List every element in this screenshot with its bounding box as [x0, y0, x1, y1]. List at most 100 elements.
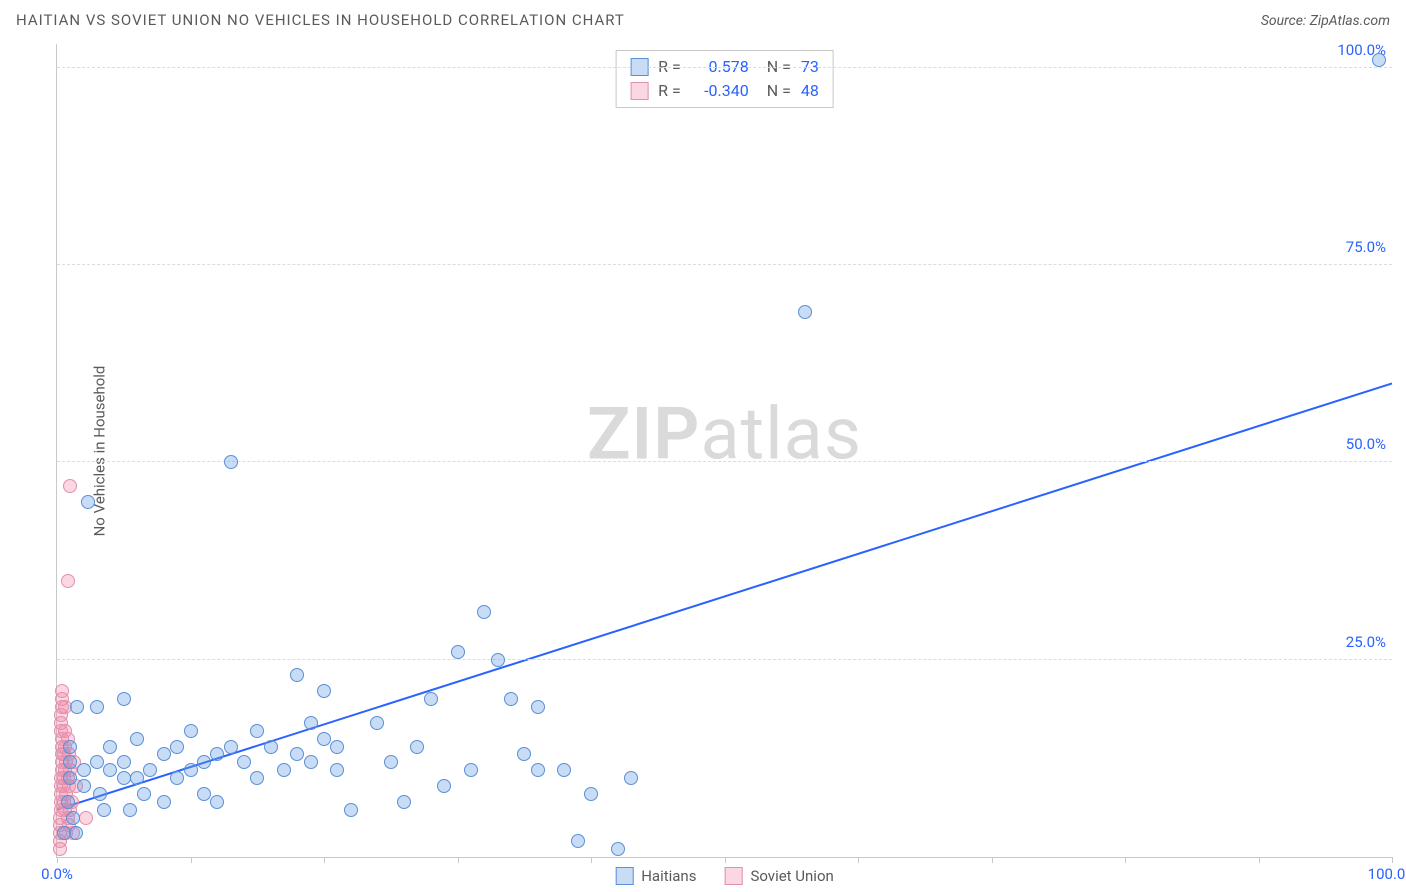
legend-swatch-icon: [630, 82, 648, 100]
scatter-point-haitian: [184, 763, 198, 777]
scatter-point-haitian: [464, 763, 478, 777]
legend-r-label: R =: [658, 79, 681, 103]
scatter-point-haitian: [424, 692, 438, 706]
scatter-plot: ZIPatlas R =0.578N =73R =-0.340N =48 Hai…: [56, 44, 1392, 858]
scatter-point-haitian: [410, 740, 424, 754]
x-legend-item: Haitians: [615, 867, 696, 885]
x-tick: [458, 857, 459, 863]
scatter-point-haitian: [1372, 53, 1386, 67]
scatter-point-soviet: [79, 811, 93, 825]
scatter-point-haitian: [81, 495, 95, 509]
x-tick: [1392, 857, 1393, 863]
scatter-point-haitian: [210, 747, 224, 761]
scatter-point-haitian: [344, 803, 358, 817]
scatter-point-haitian: [290, 668, 304, 682]
y-tick-label: 25.0%: [1346, 633, 1386, 651]
scatter-point-haitian: [90, 700, 104, 714]
scatter-point-haitian: [557, 763, 571, 777]
scatter-point-haitian: [437, 779, 451, 793]
scatter-point-haitian: [69, 826, 83, 840]
x-tick: [1259, 857, 1260, 863]
scatter-point-haitian: [571, 834, 585, 848]
source-attribution: Source: ZipAtlas.com: [1261, 10, 1390, 29]
scatter-point-haitian: [143, 763, 157, 777]
x-legend-item: Soviet Union: [724, 867, 833, 885]
legend-n-label: N =: [767, 79, 791, 103]
scatter-point-haitian: [611, 842, 625, 856]
scatter-point-haitian: [798, 305, 812, 319]
scatter-point-haitian: [157, 747, 171, 761]
x-legend-label: Haitians: [641, 867, 696, 885]
source-prefix: Source:: [1261, 13, 1310, 29]
scatter-point-haitian: [130, 732, 144, 746]
scatter-point-haitian: [93, 787, 107, 801]
y-tick-label: 50.0%: [1346, 435, 1386, 453]
x-tick: [992, 857, 993, 863]
scatter-point-haitian: [237, 755, 251, 769]
scatter-point-soviet: [61, 574, 75, 588]
scatter-point-haitian: [370, 716, 384, 730]
x-tick: [725, 857, 726, 863]
x-tick: [324, 857, 325, 863]
scatter-point-haitian: [384, 755, 398, 769]
scatter-point-haitian: [123, 803, 137, 817]
scatter-point-haitian: [66, 811, 80, 825]
scatter-point-haitian: [103, 740, 117, 754]
watermark: ZIPatlas: [587, 392, 862, 477]
scatter-point-haitian: [61, 795, 75, 809]
scatter-point-haitian: [197, 755, 211, 769]
scatter-point-haitian: [77, 779, 91, 793]
scatter-point-haitian: [264, 740, 278, 754]
gridline: [57, 659, 1392, 660]
scatter-point-haitian: [330, 763, 344, 777]
x-tick: [591, 857, 592, 863]
scatter-point-haitian: [397, 795, 411, 809]
scatter-point-haitian: [451, 645, 465, 659]
scatter-point-haitian: [97, 803, 111, 817]
scatter-point-haitian: [531, 763, 545, 777]
scatter-point-haitian: [90, 755, 104, 769]
y-tick-label: 75.0%: [1346, 238, 1386, 256]
gridline: [57, 461, 1392, 462]
source-name: ZipAtlas.com: [1310, 13, 1390, 29]
legend-r-value: -0.340: [691, 79, 749, 103]
scatter-point-haitian: [170, 771, 184, 785]
scatter-point-haitian: [624, 771, 638, 785]
scatter-point-haitian: [117, 755, 131, 769]
watermark-rest: atlas: [700, 392, 862, 477]
scatter-point-haitian: [170, 740, 184, 754]
scatter-point-haitian: [277, 763, 291, 777]
x-tick-label: 100.0%: [1368, 865, 1406, 883]
x-tick: [858, 857, 859, 863]
scatter-point-haitian: [137, 787, 151, 801]
scatter-point-haitian: [103, 763, 117, 777]
scatter-point-soviet: [55, 684, 69, 698]
gridline: [57, 67, 1392, 68]
scatter-point-haitian: [250, 771, 264, 785]
trendline: [57, 383, 1392, 809]
legend-n-value: 48: [801, 79, 819, 103]
scatter-point-haitian: [184, 724, 198, 738]
scatter-point-haitian: [157, 795, 171, 809]
legend-row: R = -0.340 N = 48: [630, 79, 819, 103]
scatter-point-soviet: [63, 479, 77, 493]
scatter-point-haitian: [477, 605, 491, 619]
scatter-point-haitian: [330, 740, 344, 754]
scatter-point-haitian: [197, 787, 211, 801]
watermark-bold: ZIP: [587, 392, 700, 477]
x-axis-legend: Haitians Soviet Union: [615, 867, 834, 885]
scatter-point-haitian: [304, 755, 318, 769]
scatter-point-haitian: [317, 684, 331, 698]
scatter-point-haitian: [304, 716, 318, 730]
scatter-point-haitian: [250, 724, 264, 738]
scatter-point-haitian: [584, 787, 598, 801]
x-tick: [57, 857, 58, 863]
scatter-point-haitian: [117, 771, 131, 785]
x-legend-label: Soviet Union: [750, 867, 833, 885]
scatter-point-haitian: [224, 455, 238, 469]
scatter-point-haitian: [491, 653, 505, 667]
chart-title: HAITIAN VS SOVIET UNION NO VEHICLES IN H…: [16, 11, 625, 29]
scatter-point-haitian: [317, 732, 331, 746]
gridline: [57, 264, 1392, 265]
scatter-point-haitian: [290, 747, 304, 761]
